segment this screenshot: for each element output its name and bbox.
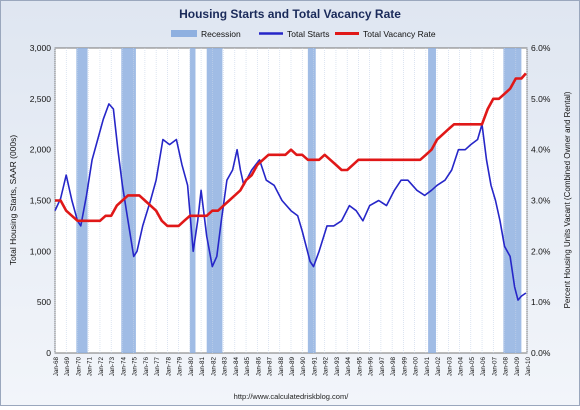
left-tick-label-5: 2,500 <box>30 94 52 104</box>
series-line-1 <box>55 72 527 228</box>
x-tick-label-38: Jan-06 <box>480 357 487 377</box>
gridlines <box>54 48 528 353</box>
x-tick-label-9: Jan-77 <box>154 357 161 377</box>
recession-band-5 <box>428 48 436 353</box>
right-tick-label-5: 5.0% <box>531 94 551 104</box>
x-tick-label-19: Jan-87 <box>267 357 274 377</box>
x-tick-label-36: Jan-04 <box>458 357 465 377</box>
x-tick-label-16: Jan-84 <box>233 357 240 377</box>
legend-recession-swatch <box>171 30 197 37</box>
x-tick-label-28: Jan-96 <box>368 357 375 377</box>
left-tick-label-3: 1,500 <box>30 196 52 206</box>
x-tick-label-1: Jan-69 <box>64 357 71 377</box>
recession-band-1 <box>121 48 136 353</box>
left-tick-label-4: 2,000 <box>30 145 52 155</box>
x-tick-label-24: Jan-92 <box>323 357 330 377</box>
x-tick-label-31: Jan-99 <box>401 357 408 377</box>
x-tick-label-14: Jan-82 <box>210 357 217 377</box>
x-tick-label-21: Jan-89 <box>289 357 296 377</box>
x-tick-label-22: Jan-90 <box>300 357 307 377</box>
x-tick-label-0: Jan-68 <box>53 357 60 377</box>
x-tick-label-11: Jan-79 <box>177 357 184 377</box>
x-tick-label-34: Jan-02 <box>435 357 442 377</box>
x-tick-label-30: Jan-98 <box>390 357 397 377</box>
legend: Recession Total Starts Total Vacancy Rat… <box>171 29 436 39</box>
source-url: http://www.calculatedriskblog.com/ <box>234 392 350 401</box>
series-layer <box>54 72 527 301</box>
y-axis-left-label: Total Housing Starts, SAAR (000s) <box>8 135 18 266</box>
x-tick-label-4: Jan-72 <box>98 357 105 377</box>
x-tick-label-20: Jan-88 <box>278 357 285 377</box>
x-tick-label-27: Jan-95 <box>356 357 363 377</box>
x-tick-label-12: Jan-80 <box>188 357 195 377</box>
x-tick-label-35: Jan-03 <box>446 357 453 377</box>
x-tick-label-41: Jan-09 <box>514 357 521 377</box>
x-tick-label-15: Jan-83 <box>222 357 229 377</box>
x-tick-label-6: Jan-74 <box>120 357 127 377</box>
right-axis: 0.0% 1.0% 2.0% 3.0% 4.0% 5.0% 6.0% <box>531 43 551 358</box>
recession-band-3 <box>206 48 223 353</box>
left-tick-label-1: 500 <box>37 297 51 307</box>
x-tick-label-32: Jan-00 <box>413 357 420 377</box>
recession-band-6 <box>503 48 522 353</box>
x-tick-label-37: Jan-05 <box>469 357 476 377</box>
x-tick-label-13: Jan-81 <box>199 357 206 377</box>
chart-title: Housing Starts and Total Vacancy Rate <box>179 7 401 21</box>
x-tick-label-3: Jan-71 <box>87 357 94 377</box>
x-tick-label-25: Jan-93 <box>334 357 341 377</box>
x-tick-label-23: Jan-91 <box>311 357 318 377</box>
right-tick-label-1: 1.0% <box>531 297 551 307</box>
x-tick-label-10: Jan-78 <box>165 357 172 377</box>
left-tick-label-0: 0 <box>46 348 51 358</box>
x-tick-label-2: Jan-70 <box>75 357 82 377</box>
legend-recession-label: Recession <box>201 29 241 39</box>
recession-bands <box>76 48 522 353</box>
x-tick-label-7: Jan-75 <box>132 357 139 377</box>
x-axis: Jan-68 Jan-69 Jan-70 Jan-71 Jan-72 Jan-73 Jan-… <box>53 357 532 377</box>
right-tick-label-4: 4.0% <box>531 145 551 155</box>
x-tick-label-29: Jan-97 <box>379 357 386 377</box>
recession-band-2 <box>189 48 196 353</box>
x-tick-label-42: Jan-10 <box>525 357 532 377</box>
x-tick-label-5: Jan-73 <box>109 357 116 377</box>
x-tick-label-17: Jan-85 <box>244 357 251 377</box>
x-tick-label-39: Jan-07 <box>491 357 498 377</box>
x-tick-label-40: Jan-08 <box>503 357 510 377</box>
left-axis: 0 500 1,000 1,500 2,000 2,500 3,000 <box>30 43 52 358</box>
x-tick-label-33: Jan-01 <box>424 357 431 377</box>
right-tick-label-6: 6.0% <box>531 43 551 53</box>
legend-starts-label: Total Starts <box>287 29 330 39</box>
left-tick-label-6: 3,000 <box>30 43 52 53</box>
legend-vacancy-label: Total Vacancy Rate <box>363 29 436 39</box>
right-tick-label-3: 3.0% <box>531 196 551 206</box>
x-tick-label-26: Jan-94 <box>345 357 352 377</box>
y-axis-right-label: Percent Housing Units Vacant (Combined O… <box>563 91 572 308</box>
recession-band-4 <box>307 48 316 353</box>
right-tick-label-0: 0.0% <box>531 348 551 358</box>
right-tick-label-2: 2.0% <box>531 246 551 256</box>
left-tick-label-2: 1,000 <box>30 246 52 256</box>
recession-band-0 <box>76 48 88 353</box>
x-tick-label-18: Jan-86 <box>255 357 262 377</box>
x-tick-label-8: Jan-76 <box>143 357 150 377</box>
